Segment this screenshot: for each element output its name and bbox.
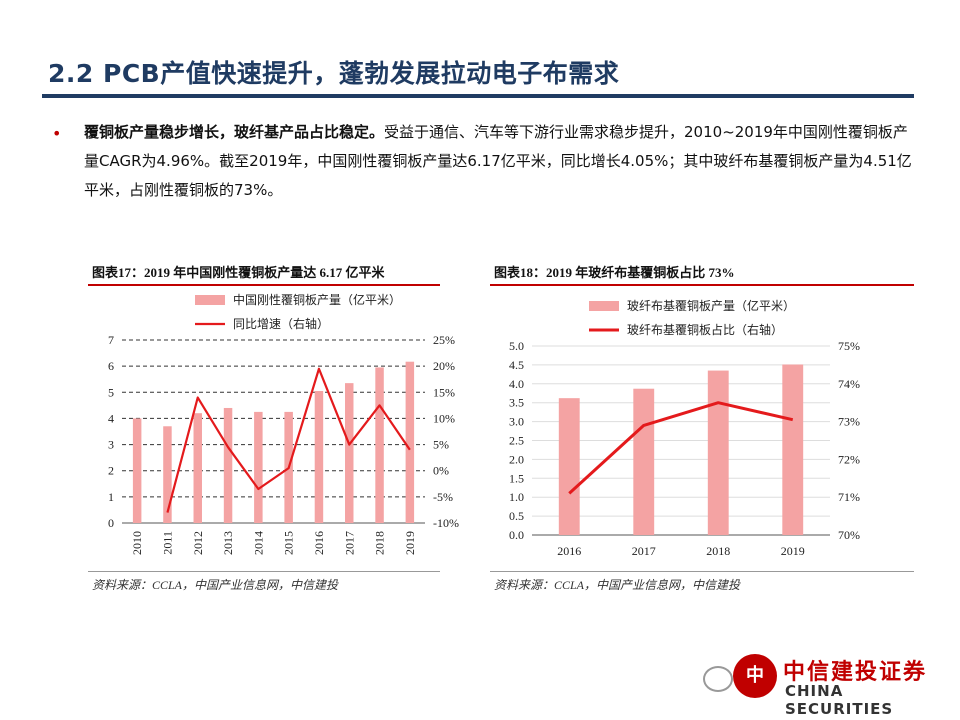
chart2-ytick-right: 70% (838, 528, 860, 542)
chart2-legend-bar-swatch (589, 301, 619, 311)
chart1-xtick: 2011 (160, 531, 174, 555)
chart2-ytick-right: 72% (838, 452, 860, 466)
chart1-ytick-left: 1 (108, 490, 114, 504)
chart1-bar (375, 367, 384, 523)
chart1-ytick-left: 5 (108, 385, 114, 399)
chart1-ytick-right: -10% (433, 516, 459, 530)
chart1-ytick-left: 2 (108, 464, 114, 478)
bullet-marker: • (52, 124, 62, 143)
chart1-ytick-right: 10% (433, 411, 455, 425)
chart1-ytick-left: 3 (108, 438, 114, 452)
chart2-ytick-left: 1.5 (509, 471, 524, 485)
chart2-ytick-left: 0.0 (509, 528, 524, 542)
chart2-bar (633, 388, 655, 535)
chart2-svg: 玻纤布基覆铜板产量（亿平米） 玻纤布基覆铜板占比（右轴） 0.0 0.5 1.0 1.5 2… (509, 298, 860, 558)
chart1-line-series (166, 367, 411, 513)
chart1-xtick: 2019 (403, 531, 417, 555)
chart2-ytick-left: 0.5 (509, 509, 524, 523)
chart1-bar (132, 418, 142, 523)
chart1-bar (405, 361, 415, 523)
chart2-ytick-left: 4.5 (509, 358, 524, 372)
chart2-ytick-left: 2.5 (509, 434, 524, 448)
slide-title: 2.2 PCB产值快速提升，蓬勃发展拉动电子布需求 (48, 59, 620, 88)
chart1-xtick: 2017 (342, 531, 356, 555)
chart1-ytick-left: 0 (108, 516, 114, 530)
chart1-xtick: 2010 (130, 531, 144, 555)
chart2-source: 资料来源：CCLA，中国产业信息网，中信建投 (494, 578, 741, 592)
bullet-paragraph: 覆铜板产量稳步增长，玻纤基产品占比稳定。受益于通信、汽车等下游行业需求稳步提升，… (84, 118, 914, 205)
chart1-legend-bar-swatch (195, 295, 225, 305)
chart2-title: 图表18：2019 年玻纤布基覆铜板占比 73% (494, 265, 735, 280)
chat-icon (703, 666, 733, 692)
chart1-ytick-left: 7 (108, 333, 114, 347)
chart1-ytick-right: 0% (433, 464, 449, 478)
chart1-legend-bar-label: 中国刚性覆铜板产量（亿平米） (233, 292, 401, 307)
chart2-ytick-right: 73% (838, 415, 860, 429)
chart2-bar (707, 370, 729, 535)
chart1-ytick-right: -5% (433, 490, 453, 504)
chart1-xtick: 2013 (221, 531, 235, 555)
chart1-bar (223, 407, 233, 523)
brand-name-cn: 中信建投证券 (783, 660, 928, 685)
chart2-ytick-left: 5.0 (509, 339, 524, 353)
chart1-bar (193, 413, 202, 523)
chart2-xtick: 2018 (706, 544, 730, 558)
chart2-legend-line-label: 玻纤布基覆铜板占比（右轴） (627, 322, 783, 337)
chart1-bar (163, 426, 172, 523)
chart1-legend-line-label: 同比增速（右轴） (233, 316, 329, 331)
chart1-title-rule (88, 284, 440, 286)
bullet-lead: 覆铜板产量稳步增长，玻纤基产品占比稳定。 (84, 123, 385, 141)
chart2-ytick-left: 1.0 (509, 490, 524, 504)
chart1-title: 图表17：2019 年中国刚性覆铜板产量达 6.17 亿平米 (92, 265, 385, 280)
chart2-bottom-rule (490, 571, 914, 572)
chart2-bar (782, 364, 804, 535)
chart1-bar (345, 383, 354, 523)
chart1-ytick-left: 6 (108, 359, 114, 373)
bullet-body: 受益于通信、汽车等下游行业需求稳步提升，2010~2019年中国刚性覆铜板产量C… (84, 123, 912, 199)
chart1-ytick-right: 25% (433, 333, 455, 347)
chart2-xtick: 2016 (557, 544, 581, 558)
chart2-ytick-left: 4.0 (509, 377, 524, 391)
chart2-ytick-right: 74% (838, 377, 860, 391)
chart2-ytick-left: 2.0 (509, 452, 524, 466)
title-rule (42, 94, 914, 98)
chart1-xtick: 2018 (373, 531, 387, 555)
chart1-xtick: 2015 (282, 531, 296, 555)
chart1-bottom-rule (88, 571, 440, 572)
chart2-legend-bar-label: 玻纤布基覆铜板产量（亿平米） (627, 298, 795, 313)
chart1-bar (254, 411, 263, 523)
chart2-bar (558, 398, 580, 535)
chart1-ytick-left: 4 (108, 411, 114, 425)
chart2-ytick-right: 75% (838, 339, 860, 353)
chart2-line-series (568, 401, 794, 495)
chart1-xtick: 2016 (312, 531, 326, 555)
chart2-ytick-left: 3.0 (509, 415, 524, 429)
chart2-ytick-left: 3.5 (509, 396, 524, 410)
brand-logo: 中 中信建投证券 CHINA SECURITIES (703, 652, 931, 718)
chart2-xtick: 2019 (781, 544, 805, 558)
chart1-svg: 中国刚性覆铜板产量（亿平米） 同比增速（右轴） 0 1 2 3 4 5 6 7 -10% -5% 0% 5… (108, 292, 459, 555)
chart1-bar (314, 390, 324, 523)
chart1-ytick-right: 5% (433, 438, 449, 452)
brand-seal: 中 (733, 654, 777, 698)
chart1-ytick-right: 20% (433, 359, 455, 373)
chart2-ytick-right: 71% (838, 490, 860, 504)
brand-name-en: CHINA SECURITIES (785, 682, 894, 718)
chart2-xtick: 2017 (632, 544, 656, 558)
chart1-source: 资料来源：CCLA，中国产业信息网，中信建投 (92, 578, 339, 592)
chart1-xtick: 2012 (191, 531, 205, 555)
chart1-xtick: 2014 (251, 531, 265, 555)
chart1-ytick-right: 15% (433, 385, 455, 399)
chart2-title-rule (490, 284, 914, 286)
